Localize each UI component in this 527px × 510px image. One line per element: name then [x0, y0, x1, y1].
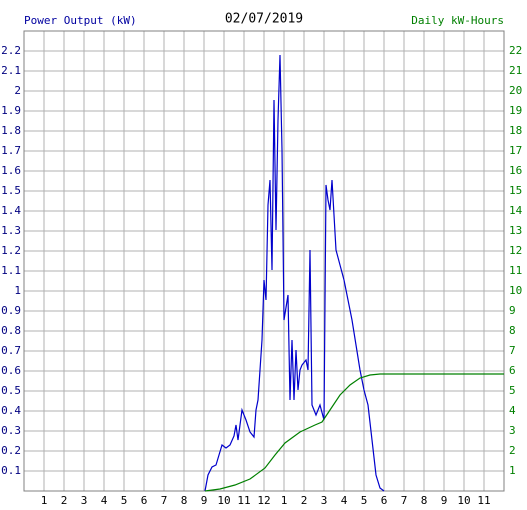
y2-tick-label: 7 — [509, 344, 516, 357]
x-tick-label: 11 — [477, 494, 490, 507]
y2-tick-label: 16 — [509, 164, 522, 177]
y2-tick-label: 18 — [509, 124, 522, 137]
y2-tick-label: 15 — [509, 184, 522, 197]
y2-tick-label: 6 — [509, 364, 516, 377]
x-tick-label: 8 — [421, 494, 428, 507]
y2-tick-label: 10 — [509, 284, 522, 297]
x-tick-label: 10 — [217, 494, 230, 507]
y2-tick-label: 22 — [509, 44, 522, 57]
x-tick-label: 5 — [121, 494, 128, 507]
y2-tick-label: 2 — [509, 444, 516, 457]
y-tick-label: 0.2 — [1, 444, 21, 457]
y2-tick-label: 4 — [509, 404, 516, 417]
y-tick-label: 1.2 — [1, 244, 21, 257]
x-tick-label: 6 — [381, 494, 388, 507]
x-tick-label: 1 — [41, 494, 48, 507]
plot-frame — [23, 30, 505, 492]
y2-tick-label: 14 — [509, 204, 523, 217]
x-tick-label: 6 — [141, 494, 148, 507]
y2-tick-label: 19 — [509, 104, 522, 117]
y-tick-label: 2 — [14, 84, 21, 97]
chart-title: 02/07/2019 — [225, 12, 303, 27]
y2-tick-label: 8 — [509, 324, 516, 337]
y-axis-title: Power Output (kW) — [24, 14, 137, 27]
x-tick-label: 5 — [361, 494, 368, 507]
y-tick-label: 0.7 — [1, 344, 21, 357]
x-tick-label: 9 — [201, 494, 208, 507]
y-tick-label: 1.8 — [1, 124, 21, 137]
y-tick-label: 1 — [14, 284, 21, 297]
x-tick-label: 11 — [237, 494, 250, 507]
y2-tick-label: 1 — [509, 464, 516, 477]
y-tick-label: 2.2 — [1, 44, 21, 57]
x-tick-label: 4 — [101, 494, 108, 507]
x-tick-label: 1 — [281, 494, 288, 507]
y2-tick-label: 11 — [509, 264, 522, 277]
y-tick-label: 1.1 — [1, 264, 21, 277]
y-tick-label: 0.6 — [1, 364, 21, 377]
y-tick-label: 1.6 — [1, 164, 21, 177]
y2-tick-label: 13 — [509, 224, 522, 237]
y-tick-label: 0.5 — [1, 384, 21, 397]
series-line — [204, 54, 385, 492]
x-tick-label: 2 — [61, 494, 68, 507]
x-tick-label: 9 — [441, 494, 448, 507]
y2-axis-title: Daily kW-Hours — [411, 14, 504, 27]
y2-tick-label: 3 — [509, 424, 516, 437]
y-tick-label: 1.3 — [1, 224, 21, 237]
x-tick-label: 2 — [301, 494, 308, 507]
x-tick-label: 7 — [161, 494, 168, 507]
y-tick-label: 1.9 — [1, 104, 21, 117]
series-line — [204, 373, 504, 492]
y-tick-label: 2.1 — [1, 64, 21, 77]
x-tick-label: 3 — [81, 494, 88, 507]
x-tick-label: 8 — [181, 494, 188, 507]
y-tick-label: 0.9 — [1, 304, 21, 317]
y2-tick-label: 12 — [509, 244, 522, 257]
y-tick-label: 1.7 — [1, 144, 21, 157]
y2-tick-label: 5 — [509, 384, 516, 397]
y-tick-label: 1.5 — [1, 184, 21, 197]
x-tick-label: 3 — [321, 494, 328, 507]
y-tick-label: 0.1 — [1, 464, 21, 477]
y-tick-label: 0.4 — [1, 404, 21, 417]
y2-tick-label: 17 — [509, 144, 522, 157]
x-tick-label: 7 — [401, 494, 408, 507]
x-tick-label: 12 — [257, 494, 270, 507]
y2-tick-label: 9 — [509, 304, 516, 317]
y2-tick-label: 20 — [509, 84, 522, 97]
y-tick-label: 0.3 — [1, 424, 21, 437]
x-tick-label: 10 — [457, 494, 470, 507]
y-tick-label: 0.8 — [1, 324, 21, 337]
y-tick-label: 1.4 — [1, 204, 21, 217]
y2-tick-label: 21 — [509, 64, 522, 77]
x-tick-label: 4 — [341, 494, 348, 507]
